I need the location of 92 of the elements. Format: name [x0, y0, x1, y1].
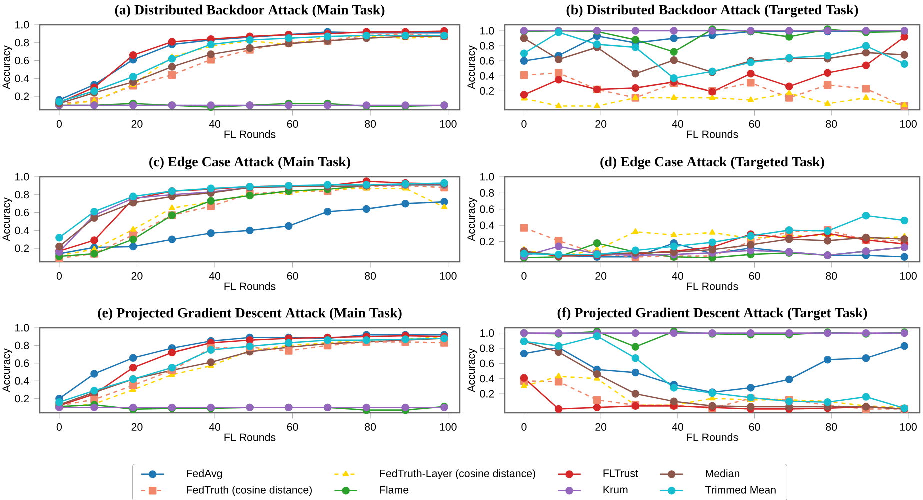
x-tick-label: 20: [132, 272, 143, 280]
legend-label: FedTruth-Layer (cosine distance): [380, 470, 536, 480]
x-tick-label: 20: [132, 120, 143, 128]
y-tick-label: 0.4: [480, 222, 494, 230]
legend-label: Trimmed Mean: [705, 486, 776, 494]
x-axis-title: FL Rounds: [687, 433, 738, 442]
x-tick-label: 20: [596, 272, 607, 280]
y-tick-label: 1.0: [16, 324, 30, 332]
x-tick-label: 80: [365, 423, 376, 431]
y-tick-label: 0.8: [480, 189, 494, 197]
y-tick-label: 0.4: [480, 375, 494, 383]
x-tick-label: 40: [672, 272, 684, 280]
y-axis-title: Accuracy: [2, 46, 12, 90]
x-tick-label: 100: [440, 423, 457, 431]
x-tick-label: 80: [365, 120, 376, 128]
x-tick-label: 100: [900, 272, 917, 280]
y-tick-label: 0.8: [15, 191, 30, 199]
legend-label: Krum: [604, 486, 628, 494]
y-tick-label: 0.2: [15, 244, 30, 252]
legend-label: FLTrust: [604, 470, 638, 478]
x-tick-label: 20: [596, 423, 607, 431]
x-tick-label: 60: [749, 272, 760, 280]
x-tick-label: 60: [287, 120, 298, 128]
x-tick-label: 20: [132, 423, 143, 431]
y-tick-label: 0.6: [480, 57, 494, 65]
y-tick-label: 0.6: [15, 360, 30, 368]
x-tick-label: 100: [440, 120, 457, 128]
y-tick-label: 0.2: [480, 87, 494, 95]
y-axis-title: Accuracy: [468, 348, 478, 392]
y-tick-label: 0.6: [480, 360, 494, 368]
x-tick-label: 60: [749, 120, 760, 128]
y-tick-label: 0.2: [15, 92, 30, 100]
legend-label: FedTruth (cosine distance): [187, 486, 312, 496]
x-tick-label: 40: [209, 272, 221, 280]
y-tick-label: 1.0: [16, 173, 30, 181]
y-axis-title: Accuracy: [2, 348, 12, 392]
x-tick-label: 60: [287, 423, 298, 431]
x-tick-label: 0: [522, 423, 527, 431]
chart-title: (f) Projected Gradient Descent Attack (Target Task): [558, 308, 868, 321]
x-tick-label: 0: [522, 120, 527, 128]
y-axis-title: Accuracy: [468, 198, 478, 242]
x-tick-label: 20: [596, 120, 607, 128]
x-tick-label: 60: [287, 272, 298, 280]
y-tick-label: 0.8: [15, 342, 30, 350]
x-tick-label: 80: [826, 423, 838, 431]
x-tick-label: 40: [672, 423, 684, 431]
y-tick-label: 0.2: [480, 390, 494, 398]
y-axis-title: Accuracy: [468, 46, 478, 90]
y-tick-label: 0.2: [15, 395, 30, 403]
x-tick-label: 0: [56, 423, 62, 431]
x-axis-title: FL Rounds: [687, 130, 738, 138]
x-axis-title: FL Rounds: [224, 433, 276, 442]
chart-title: (c) Edge Case Attack (Main Task): [150, 156, 350, 170]
x-axis-title: FL Rounds: [224, 282, 276, 290]
y-tick-label: 1.0: [480, 27, 494, 35]
x-tick-label: 80: [826, 272, 838, 280]
x-tick-label: 0: [56, 120, 62, 128]
y-tick-label: 0.4: [480, 72, 494, 80]
y-tick-label: 1.0: [480, 173, 494, 181]
y-tick-label: 0.8: [480, 42, 494, 50]
x-tick-label: 100: [900, 423, 917, 431]
y-tick-label: 1.0: [16, 21, 30, 29]
x-tick-label: 40: [672, 120, 684, 128]
x-axis-title: FL Rounds: [224, 130, 276, 138]
x-tick-label: 100: [440, 272, 457, 280]
y-tick-label: 0.6: [15, 209, 30, 217]
x-tick-label: 0: [56, 272, 62, 280]
legend-label: Median: [706, 470, 740, 478]
y-tick-label: 0.8: [15, 39, 30, 47]
legend-label: Flame: [380, 486, 409, 494]
y-tick-label: 0.6: [480, 206, 494, 214]
x-tick-label: 0: [522, 272, 527, 280]
y-tick-label: 0.4: [15, 226, 30, 234]
y-tick-label: 1.0: [480, 330, 494, 338]
x-tick-label: 40: [209, 423, 221, 431]
y-tick-label: 0.6: [15, 57, 30, 65]
chart-title: (d) Edge Case Attack (Targeted Task): [600, 156, 824, 170]
chart-title: (b) Distributed Backdoor Attack (Targeted Task): [566, 4, 858, 18]
x-tick-label: 80: [365, 272, 376, 280]
y-tick-label: 0.8: [480, 344, 494, 352]
legend-label: FedAvg: [187, 470, 222, 480]
chart-title: (a) Distributed Backdoor Attack (Main Task): [115, 4, 385, 18]
x-tick-label: 80: [826, 120, 838, 128]
x-tick-label: 100: [900, 120, 917, 128]
y-tick-label: 0.2: [480, 238, 494, 246]
x-tick-label: 40: [209, 120, 221, 128]
x-tick-label: 60: [749, 423, 760, 431]
chart-title: (e) Projected Gradient Descent Attack (Main Task): [98, 308, 402, 321]
x-axis-title: FL Rounds: [687, 282, 738, 290]
y-axis-title: Accuracy: [2, 198, 12, 242]
y-tick-label: 0.4: [15, 377, 30, 385]
y-tick-label: 0.4: [15, 74, 30, 82]
